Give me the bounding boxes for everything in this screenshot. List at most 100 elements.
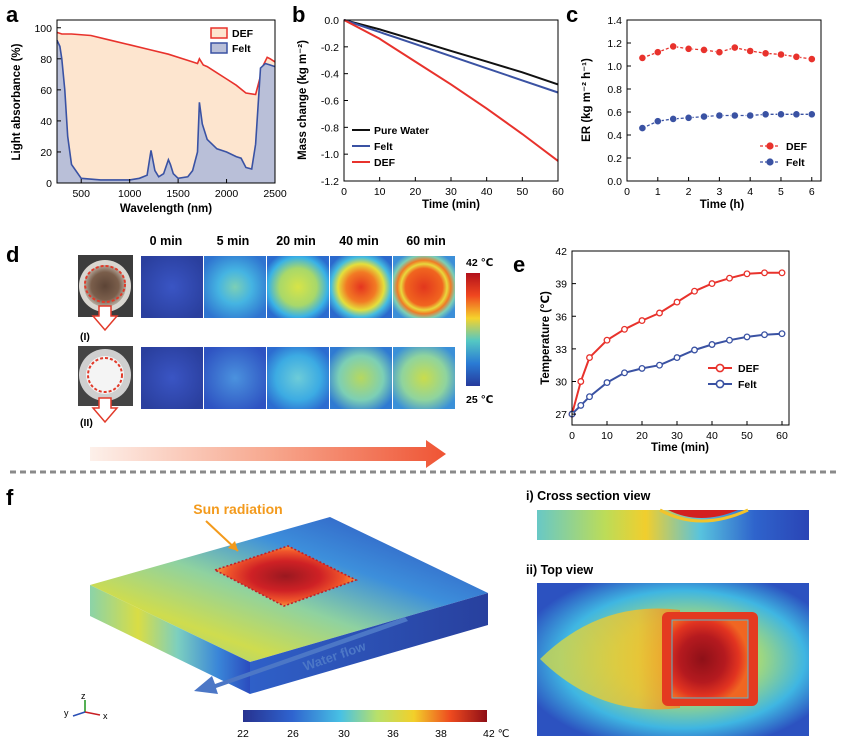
chart-a-xlabel: Wavelength (nm) [120,203,212,215]
area-fill-felt [57,40,275,184]
thermal-i-40min [330,256,392,318]
chart-a-ytick-label: 40 [40,116,52,128]
data-point-felt [621,369,628,377]
chart-e: 0 10 20 30 40 50 60 27 30 33 36 39 42 Time (min) Tem… [540,246,790,454]
arrow-head-icon [228,541,238,551]
thermal-i-20min [267,256,329,318]
up-arrow-icon [91,397,119,424]
area-fill-def [57,32,275,184]
legend-label-felt-c: Felt [786,157,805,169]
chart-e-xtick-label: 40 [706,430,718,442]
time-label-4: 60 min [406,234,446,248]
data-point-def [708,280,716,288]
chart-e-xtick-label: 30 [671,430,683,442]
chart-a: 500 1000 1500 2000 2500 0 20 40 60 80 100 Waveleng… [11,19,287,215]
data-point-def [743,270,751,278]
chart-c-xtick-label: 1 [655,186,661,198]
legend-label-felt-b: Felt [374,141,393,153]
data-point-def [726,274,733,282]
top-view: ii) Top view [526,563,809,736]
row-label-ii: (II) [80,417,93,429]
axis-z-label: z [81,691,86,701]
chart-c-ytick-label: 1.2 [607,38,622,50]
water-flow-arrow [194,617,408,694]
data-point-def [638,54,647,62]
slab-side-face [250,593,488,694]
data-point-felt [708,341,716,348]
chart-a-ytick-label: 60 [40,85,52,97]
data-point-felt [778,330,786,338]
legend-swatch-def [210,27,228,39]
chart-a-ylabel: Light absorbance (%) [11,43,23,160]
data-point-felt [726,336,733,344]
chart-b-ytick-label: -0.8 [321,122,339,134]
chart-c-ytick-label: 0.8 [607,84,622,96]
chart-c-xtick-label: 3 [716,186,722,198]
chart-e-ytick-label: 36 [555,311,567,323]
chart-b-ytick-label: -1.0 [321,149,339,161]
panel-label-d: d [6,242,19,267]
chart-b-xtick-label: 30 [445,186,457,198]
chart-b-ytick-label: -0.6 [321,96,339,108]
chart-e-ytick-label: 27 [555,409,567,421]
data-point-felt [673,354,681,362]
panel-label-a: a [6,2,19,27]
series-line-def [571,271,782,415]
data-point-felt [730,111,739,120]
chart-b-xlabel: Time (min) [422,199,480,211]
chart-a-frame [56,19,276,184]
chart-c-ytick-label: 0.4 [607,130,622,142]
chart-b-ytick-label: -1.2 [321,176,339,188]
legend-marker-felt-c [766,158,774,166]
data-point-def [761,49,770,58]
solar-absorber-zone [212,545,359,607]
data-point-def [586,354,593,362]
top-view-plume [540,608,680,710]
cross-section-hot-zone [668,510,738,518]
colorbar-tick-38: 38 [435,728,447,740]
series-line-def [343,19,559,162]
axis-x-label: x [103,711,108,721]
data-point-def [684,44,693,53]
data-point-felt [684,113,693,122]
chart-c: 0 1 2 3 4 5 6 0.0 0.2 0.4 0.6 0.8 1.0 1.2 1.4 Time (h)… [581,15,822,211]
chart-e-ytick-label: 42 [555,246,567,258]
chart-b: 0 10 20 30 40 50 60 0.0 -0.2 -0.4 -0.6 -0.8 -1.0 -1.2… [297,15,564,211]
time-label-0: 0 min [150,234,183,248]
data-point-felt [638,364,646,372]
legend-swatch-felt [210,42,228,54]
data-point-felt [761,331,768,339]
data-point-felt [761,110,770,119]
legend-label-pure-water: Pure Water [374,125,429,137]
thermal-image-grid: 0 min 5 min 20 min 40 min 60 min (I) (II… [78,234,493,468]
chart-e-xtick-label: 10 [601,430,613,442]
legend-label-def: DEF [232,28,254,40]
data-point-felt [691,346,698,354]
data-point-felt [603,379,611,387]
data-point-felt [656,361,663,369]
data-point-felt [669,115,678,123]
data-point-felt [743,333,751,341]
chart-a-ytick-label: 0 [46,178,52,190]
chart-b-xtick-label: 10 [374,186,386,198]
data-point-def [778,269,786,277]
thermal-ii-20min [267,347,329,409]
data-point-def [673,298,681,306]
data-point-felt [715,111,724,120]
series-line-felt [642,113,812,129]
data-point-def [746,47,755,55]
sample-photo-felt [78,346,133,406]
series-line-def [642,45,812,60]
chart-e-xtick-label: 20 [636,430,648,442]
chart-b-xtick-label: 40 [481,186,493,198]
thermal-ii-5min [204,347,266,409]
thermal-ii-60min [393,347,455,409]
chart-c-frame [626,19,822,182]
chart-c-xtick-label: 0 [624,186,630,198]
data-point-def [700,46,708,54]
legend-marker-def-e [715,363,725,373]
legend-label-felt: Felt [232,43,251,55]
series-line-pure-water [343,19,559,86]
colorbar-tick-22: 22 [237,728,249,740]
